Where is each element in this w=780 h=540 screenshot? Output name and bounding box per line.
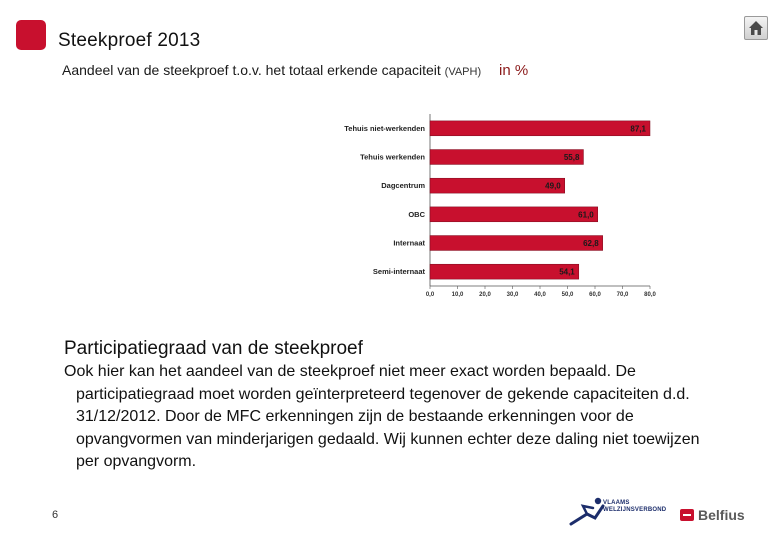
bar [429, 235, 603, 251]
chart-subtitle: Aandeel van de steekproef t.o.v. het tot… [62, 62, 528, 79]
x-tick-label: 70,0 [617, 292, 629, 298]
page-number: 6 [52, 509, 59, 521]
x-tick-label: 40,0 [534, 292, 546, 298]
subtitle-source: (VAPH) [444, 66, 482, 78]
x-tick-label: 10,0 [452, 292, 464, 298]
subtitle-main: Aandeel van de steekproef t.o.v. het tot… [62, 62, 441, 78]
value-label: 54,1 [559, 268, 575, 277]
bar [429, 206, 598, 223]
bar-chart: Tehuis niet-werkenden 87,1 Tehuis werkende… [344, 114, 656, 298]
x-tick-label: 80,0 [644, 292, 656, 298]
value-label: 87,1 [630, 124, 646, 133]
x-tick-label: 50,0 [562, 292, 574, 298]
x-tick-label: 20,0 [479, 292, 491, 298]
bar [429, 177, 565, 194]
x-tick-label: 0,0 [426, 292, 435, 298]
belfius-mark-icon [680, 509, 694, 521]
section-paragraph: Ook hier kan het aandeel van de steekpro… [64, 363, 700, 470]
value-label: 62,8 [583, 239, 599, 248]
vlaams-line2: WELZIJNSVERBOND [603, 507, 667, 513]
category-label: Tehuis werkenden [360, 153, 425, 162]
category-label: Internaat [393, 239, 425, 248]
bar [429, 263, 580, 280]
home-icon [749, 21, 763, 35]
brand-square-icon [16, 20, 46, 50]
bar [429, 149, 584, 165]
vlaams-logo-text: VLAAMS WELZIJNSVERBOND [603, 500, 666, 514]
x-tick-label: 60,0 [589, 292, 601, 298]
home-button[interactable] [744, 16, 768, 40]
belfius-logo: Belfius [680, 505, 745, 525]
belfius-text: Belfius [698, 507, 745, 523]
category-label: Tehuis niet-werkenden [344, 124, 425, 133]
value-label: 49,0 [545, 182, 561, 191]
page-title: Steekproef 2013 [58, 30, 201, 51]
category-label: OBC [408, 210, 425, 219]
value-label: 55,8 [564, 153, 580, 162]
category-label: Semi-internaat [373, 267, 426, 276]
subtitle-unit: in % [499, 62, 529, 79]
x-tick-label: 30,0 [507, 292, 519, 298]
section-title: Participatiegraad van de steekproef [64, 338, 363, 359]
category-label: Dagcentrum [381, 181, 425, 190]
vlaams-line1: VLAAMS [603, 500, 630, 506]
vlaams-welzijnsverbond-logo [569, 497, 605, 526]
bar [429, 120, 651, 137]
value-label: 61,0 [578, 210, 594, 219]
